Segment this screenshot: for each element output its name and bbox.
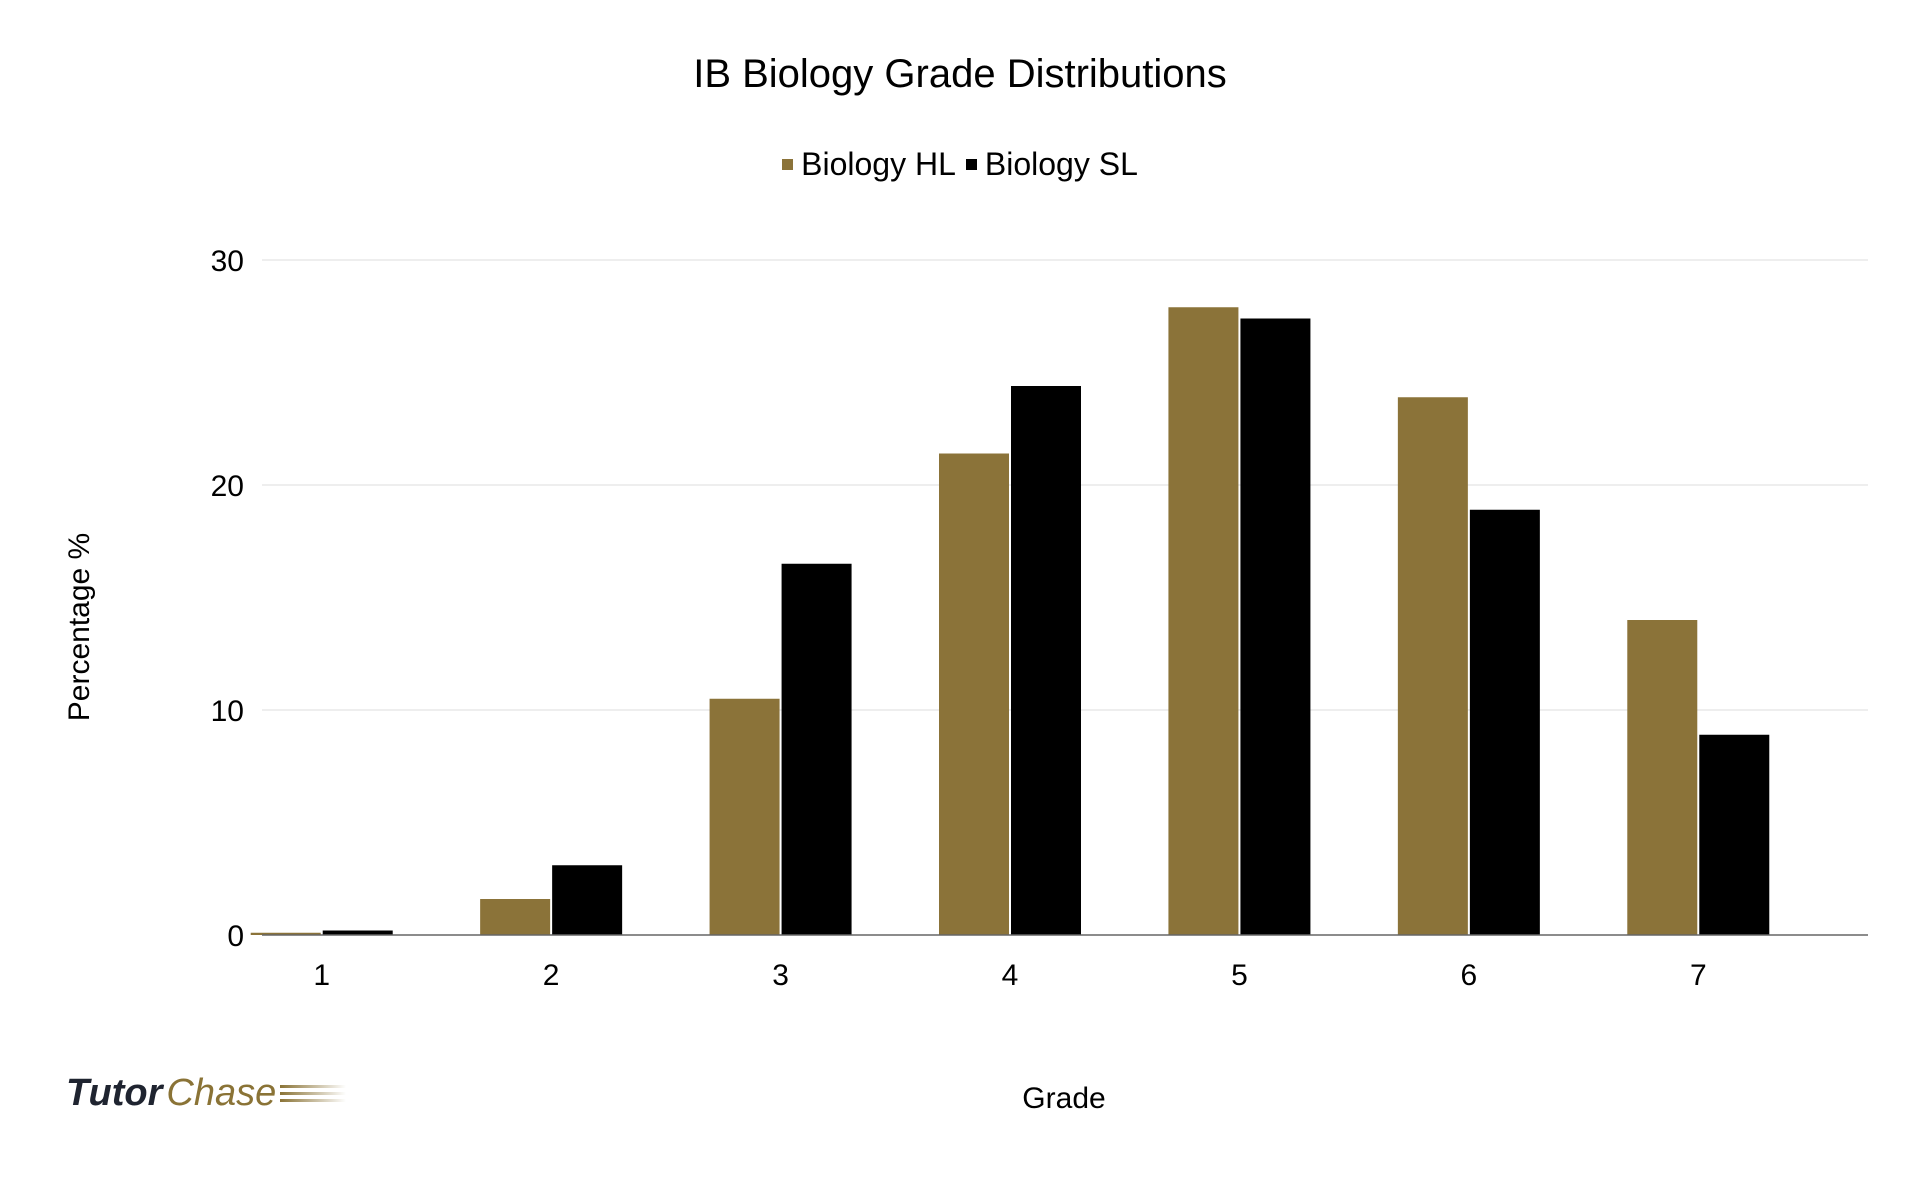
bar-hl-grade-1 [250,932,321,935]
legend-swatch-sl [965,159,977,170]
bar-sl-grade-3 [781,563,852,935]
chart-title: IB Biology Grade Distributions [693,52,1227,96]
y-tick-label: 30 [211,245,244,278]
bar-sl-grade-1 [322,930,393,935]
legend-label-sl: Biology SL [984,146,1138,182]
bar-hl-grade-5 [1168,307,1239,935]
x-tick-label: 3 [772,959,789,992]
x-tick-label: 7 [1690,959,1707,992]
legend-item-hl: Biology HL [782,146,956,183]
legend-item-sl: Biology SL [965,146,1138,183]
x-tick-label: 1 [313,959,330,992]
tutorchase-logo: Tutor Chase [66,1072,347,1115]
logo-text-chase: Chase [166,1072,277,1114]
y-tick-label: 10 [211,695,244,728]
bar-sl-grade-6 [1469,509,1540,935]
y-tick-label: 0 [227,920,244,953]
legend: Biology HL Biology SL [0,146,1920,183]
bar-sl-grade-2 [552,865,623,935]
legend-label-hl: Biology HL [801,146,956,182]
bar-hl-grade-2 [480,899,551,935]
bar-sl-grade-5 [1240,318,1311,935]
bar-hl-grade-3 [709,698,780,935]
x-tick-label: 2 [543,959,560,992]
speed-lines-icon [280,1084,347,1102]
bar-hl-grade-4 [939,453,1009,935]
bar-sl-grade-4 [1011,386,1081,935]
bar-hl-grade-6 [1397,397,1468,935]
x-tick-label: 5 [1231,959,1248,992]
y-tick-label: 20 [211,470,244,503]
x-tick-label: 4 [1002,959,1019,992]
x-tick-label: 6 [1461,959,1478,992]
x-axis-label: Grade [1022,1082,1106,1115]
bar-hl-grade-7 [1627,620,1698,935]
legend-swatch-hl [782,159,794,170]
bar-sl-grade-7 [1699,734,1770,935]
logo-text-tutor: Tutor [66,1072,163,1114]
